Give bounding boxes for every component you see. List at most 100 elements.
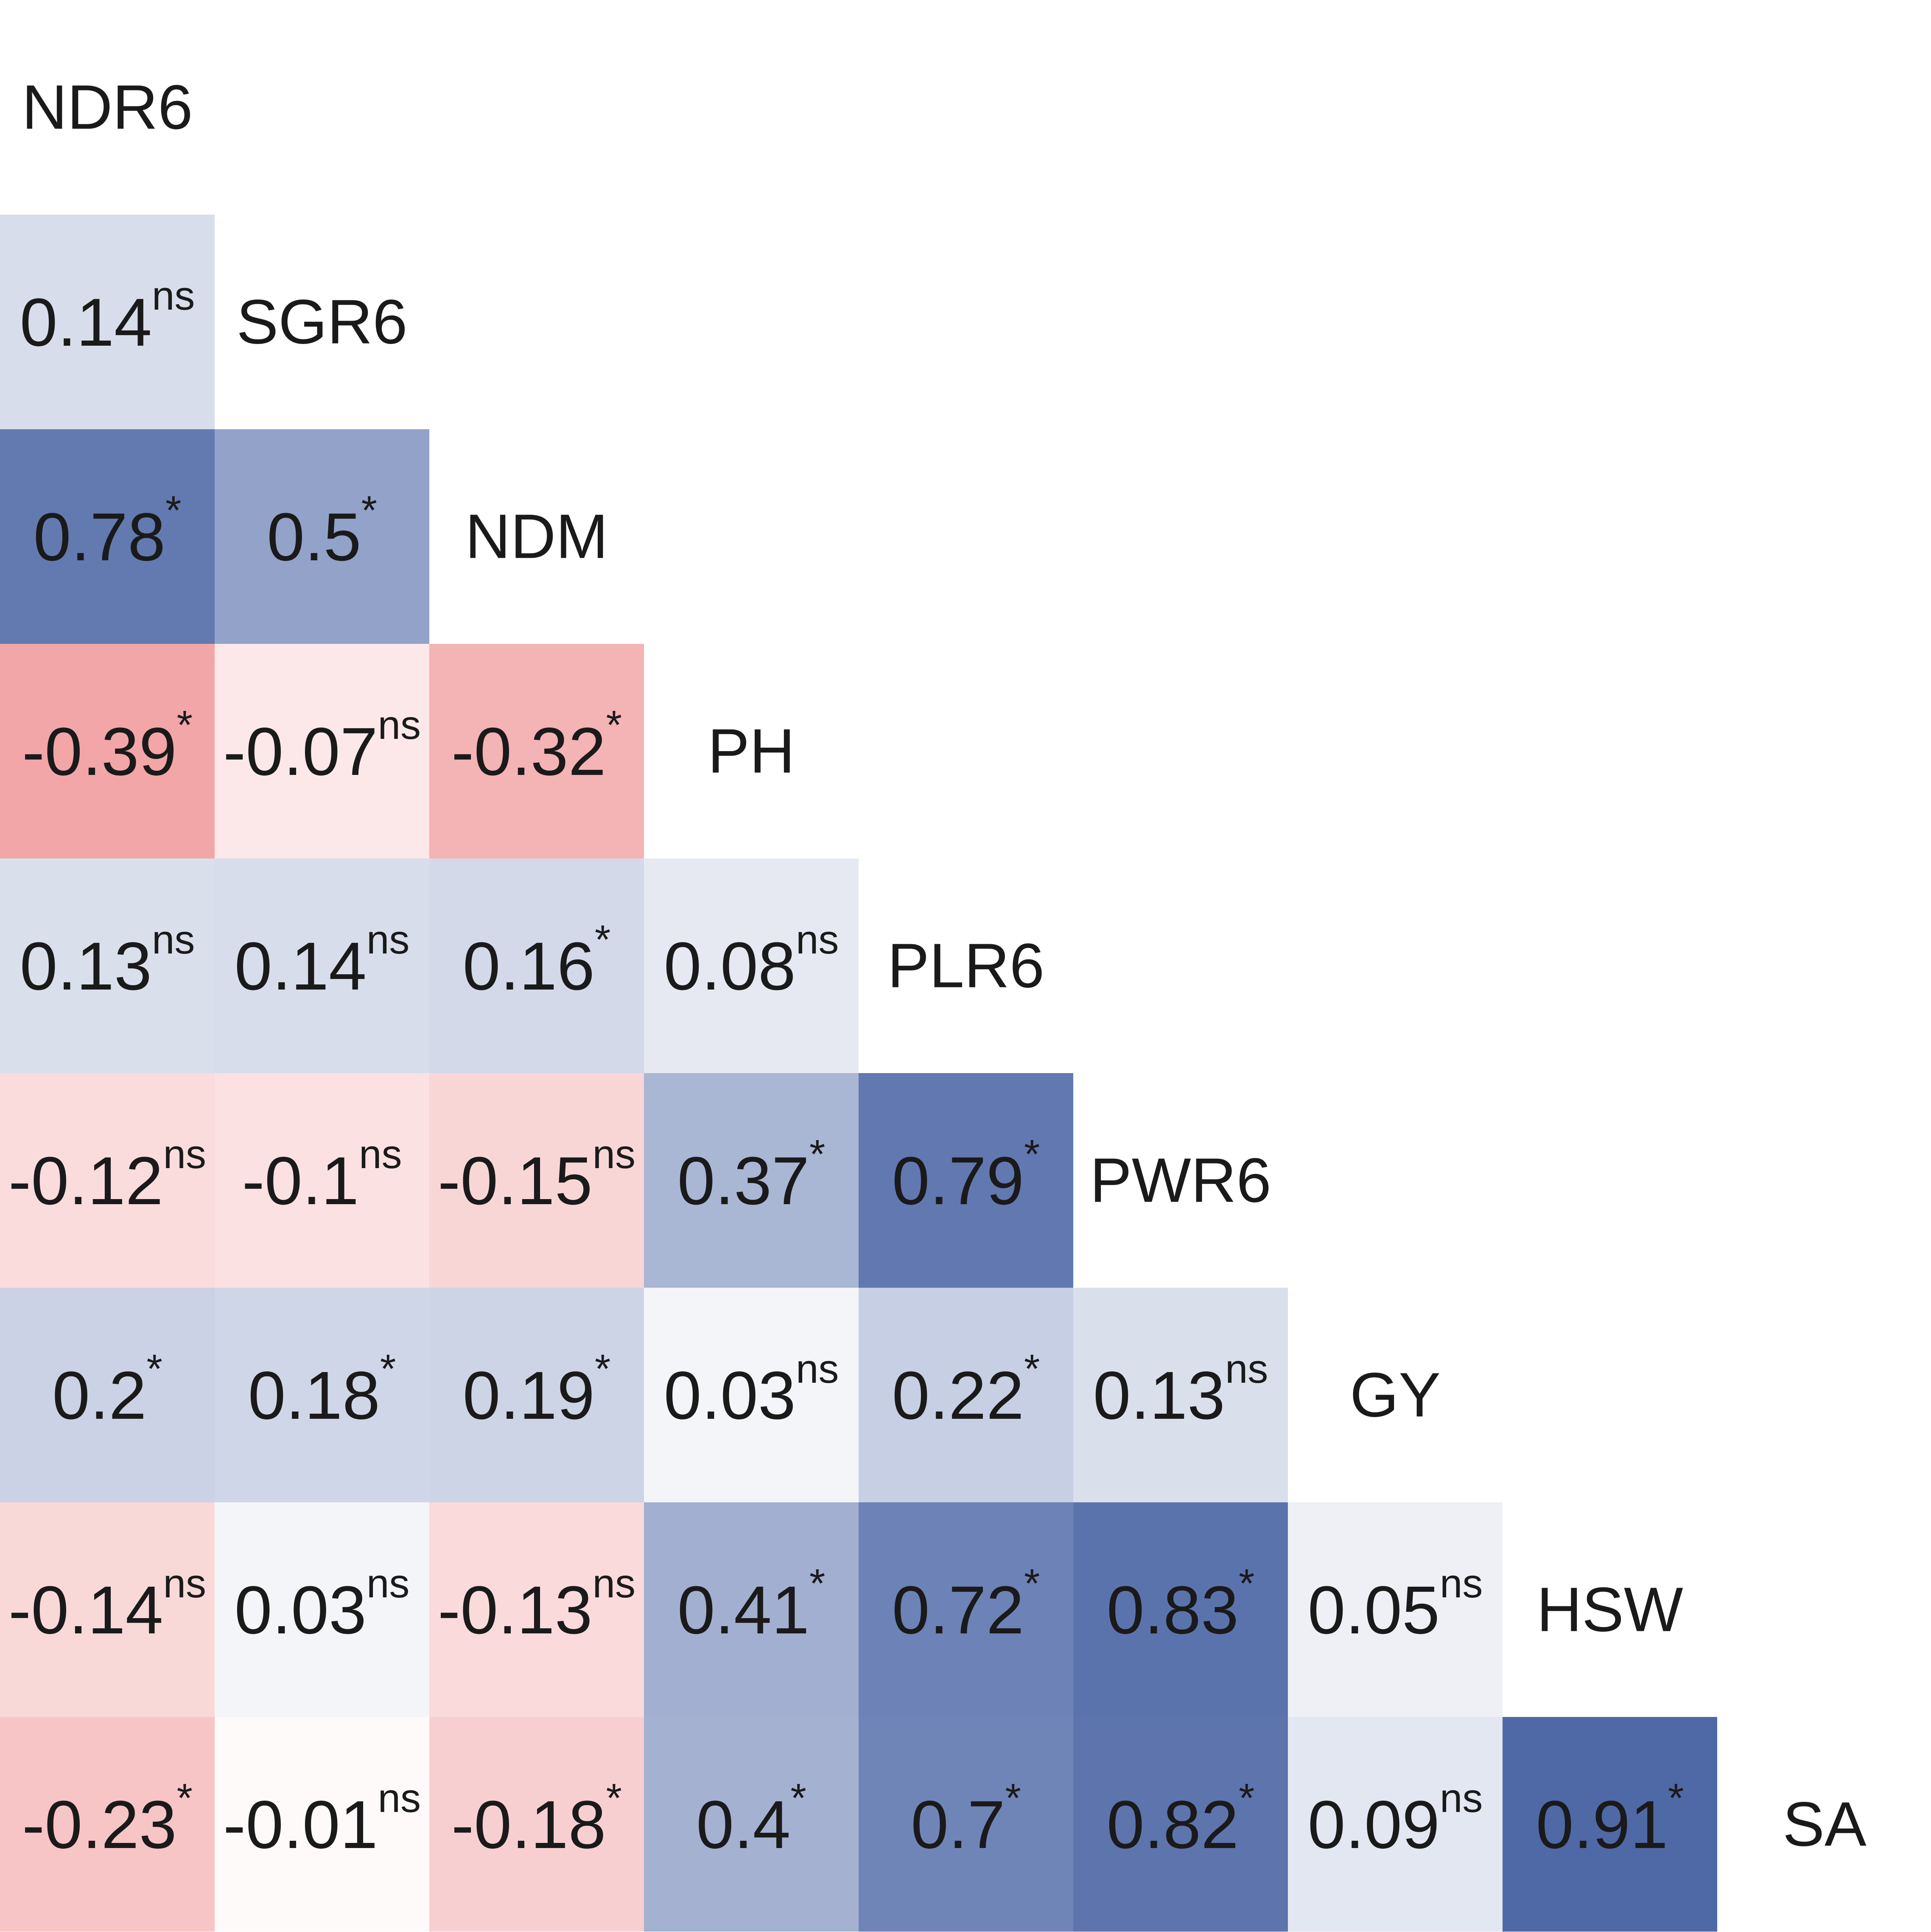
coefficient-text: 0.91	[1536, 1787, 1668, 1862]
cell-value-label-pwr6-ph: 0.37*	[677, 1132, 826, 1219]
significance-marker: ns	[1440, 1561, 1483, 1606]
variable-label-ph: PH	[708, 716, 795, 786]
cell-value-label-hsw-sgr6: 0.03ns	[235, 1561, 410, 1648]
heatmap-cell-pwr6-sgr6	[215, 1073, 429, 1288]
heatmap-cell-hsw-ph	[644, 1502, 859, 1717]
heatmap-cell-ndm-ndr6	[0, 429, 215, 644]
significance-marker: *	[809, 1561, 825, 1606]
significance-marker: ns	[593, 1561, 635, 1606]
significance-marker: *	[606, 702, 622, 748]
coefficient-text: 0.03	[664, 1357, 796, 1433]
coefficient-text: 0.22	[892, 1357, 1024, 1433]
cell-value-label-hsw-pwr6: 0.83*	[1107, 1561, 1255, 1648]
heatmap-cell-ph-ndr6	[0, 644, 215, 858]
cell-value-label-sa-ph: 0.4*	[696, 1775, 806, 1862]
coefficient-text: 0.09	[1308, 1787, 1440, 1862]
heatmap-cell-hsw-gy	[1288, 1502, 1503, 1717]
heatmap-cell-pwr6-ndr6	[0, 1073, 215, 1288]
cell-value-label-sa-ndr6: -0.23*	[22, 1775, 193, 1862]
significance-marker: ns	[378, 702, 421, 748]
cell-value-label-pwr6-ndm: -0.15ns	[438, 1132, 635, 1219]
coefficient-text: 0.13	[20, 928, 152, 1004]
cell-value-label-sa-hsw: 0.91*	[1536, 1775, 1684, 1862]
variable-label-hsw: HSW	[1536, 1575, 1683, 1645]
coefficient-text: -0.1	[242, 1143, 359, 1219]
heatmap-cell-ph-ndm	[429, 644, 644, 858]
coefficient-text: -0.14	[8, 1572, 163, 1648]
coefficient-text: 0.79	[892, 1143, 1024, 1219]
heatmap-cell-pwr6-plr6	[859, 1073, 1073, 1288]
heatmap-cell-sa-sgr6	[215, 1717, 429, 1932]
coefficient-text: -0.15	[438, 1143, 593, 1219]
significance-marker: ns	[359, 1132, 402, 1177]
significance-marker: *	[1005, 1775, 1021, 1821]
heatmap-cell-plr6-ph	[644, 858, 859, 1073]
heatmap-cell-gy-sgr6	[215, 1288, 429, 1502]
coefficient-text: 0.03	[235, 1572, 367, 1648]
coefficient-text: 0.72	[892, 1572, 1024, 1648]
significance-marker: *	[606, 1775, 622, 1821]
heatmap-cell-gy-ndm	[429, 1288, 644, 1502]
coefficient-text: 0.83	[1107, 1572, 1239, 1648]
cell-value-label-gy-sgr6: 0.18*	[248, 1346, 396, 1433]
heatmap-cell-hsw-sgr6	[215, 1502, 429, 1717]
heatmap-cell-sa-ndr6	[0, 1717, 215, 1932]
cell-value-label-sa-pwr6: 0.82*	[1107, 1775, 1255, 1862]
significance-marker: ns	[367, 1561, 409, 1606]
cell-value-label-ndm-ndr6: 0.78*	[34, 488, 182, 575]
coefficient-text: 0.78	[34, 499, 165, 575]
variable-label-ndr6: NDR6	[22, 73, 193, 143]
cell-value-label-sa-ndm: -0.18*	[451, 1775, 622, 1862]
coefficient-text: 0.16	[463, 928, 595, 1004]
significance-marker: *	[595, 917, 610, 962]
coefficient-text: 0.13	[1093, 1357, 1225, 1433]
significance-marker: ns	[593, 1132, 635, 1177]
variable-label-sa: SA	[1783, 1789, 1867, 1859]
heatmap-cell-sa-ph	[644, 1717, 859, 1932]
significance-marker: ns	[796, 1346, 839, 1392]
significance-marker: *	[809, 1132, 825, 1177]
cell-value-label-sa-gy: 0.09ns	[1308, 1775, 1483, 1862]
coefficient-text: 0.14	[20, 284, 152, 360]
cell-value-label-gy-pwr6: 0.13ns	[1093, 1346, 1268, 1433]
heatmap-cell-sa-gy	[1288, 1717, 1503, 1932]
cell-value-label-hsw-gy: 0.05ns	[1308, 1561, 1483, 1648]
heatmap-cell-hsw-plr6	[859, 1502, 1073, 1717]
coefficient-text: 0.08	[664, 928, 796, 1004]
significance-marker: *	[1239, 1561, 1254, 1606]
cell-value-label-ph-ndm: -0.32*	[451, 702, 622, 789]
heatmap-cell-ndm-sgr6	[215, 429, 429, 644]
heatmap-cell-hsw-ndm	[429, 1502, 644, 1717]
significance-marker: *	[177, 1775, 193, 1821]
cell-value-label-pwr6-plr6: 0.79*	[892, 1132, 1040, 1219]
coefficient-text: -0.01	[223, 1787, 378, 1862]
cell-value-label-plr6-ndr6: 0.13ns	[20, 917, 195, 1004]
cell-value-label-hsw-ph: 0.41*	[677, 1561, 826, 1648]
heatmap-cell-sgr6-ndr6	[0, 215, 215, 429]
significance-marker: *	[1024, 1132, 1040, 1177]
coefficient-text: -0.23	[22, 1787, 177, 1862]
significance-marker: ns	[1225, 1346, 1268, 1392]
heatmap-cell-gy-plr6	[859, 1288, 1073, 1502]
cell-value-label-hsw-ndr6: -0.14ns	[8, 1561, 206, 1648]
heatmap-cell-sa-pwr6	[1073, 1717, 1288, 1932]
coefficient-text: 0.2	[52, 1357, 146, 1433]
cell-value-label-pwr6-ndr6: -0.12ns	[8, 1132, 206, 1219]
cell-value-label-plr6-ndm: 0.16*	[463, 917, 611, 1004]
cell-value-label-gy-plr6: 0.22*	[892, 1346, 1040, 1433]
heatmap-cell-hsw-ndr6	[0, 1502, 215, 1717]
coefficient-text: -0.18	[451, 1787, 606, 1862]
cell-value-label-plr6-sgr6: 0.14ns	[235, 917, 410, 1004]
significance-marker: *	[791, 1775, 806, 1821]
significance-marker: *	[1024, 1561, 1040, 1606]
coefficient-text: 0.4	[696, 1787, 790, 1862]
variable-label-ndm: NDM	[465, 502, 608, 572]
heatmap-cell-plr6-ndr6	[0, 858, 215, 1073]
coefficient-text: 0.82	[1107, 1787, 1239, 1862]
significance-marker: *	[165, 488, 181, 533]
heatmap-cell-plr6-ndm	[429, 858, 644, 1073]
coefficient-text: 0.14	[235, 928, 367, 1004]
cell-value-label-ph-sgr6: -0.07ns	[223, 702, 421, 789]
coefficient-text: 0.05	[1308, 1572, 1440, 1648]
